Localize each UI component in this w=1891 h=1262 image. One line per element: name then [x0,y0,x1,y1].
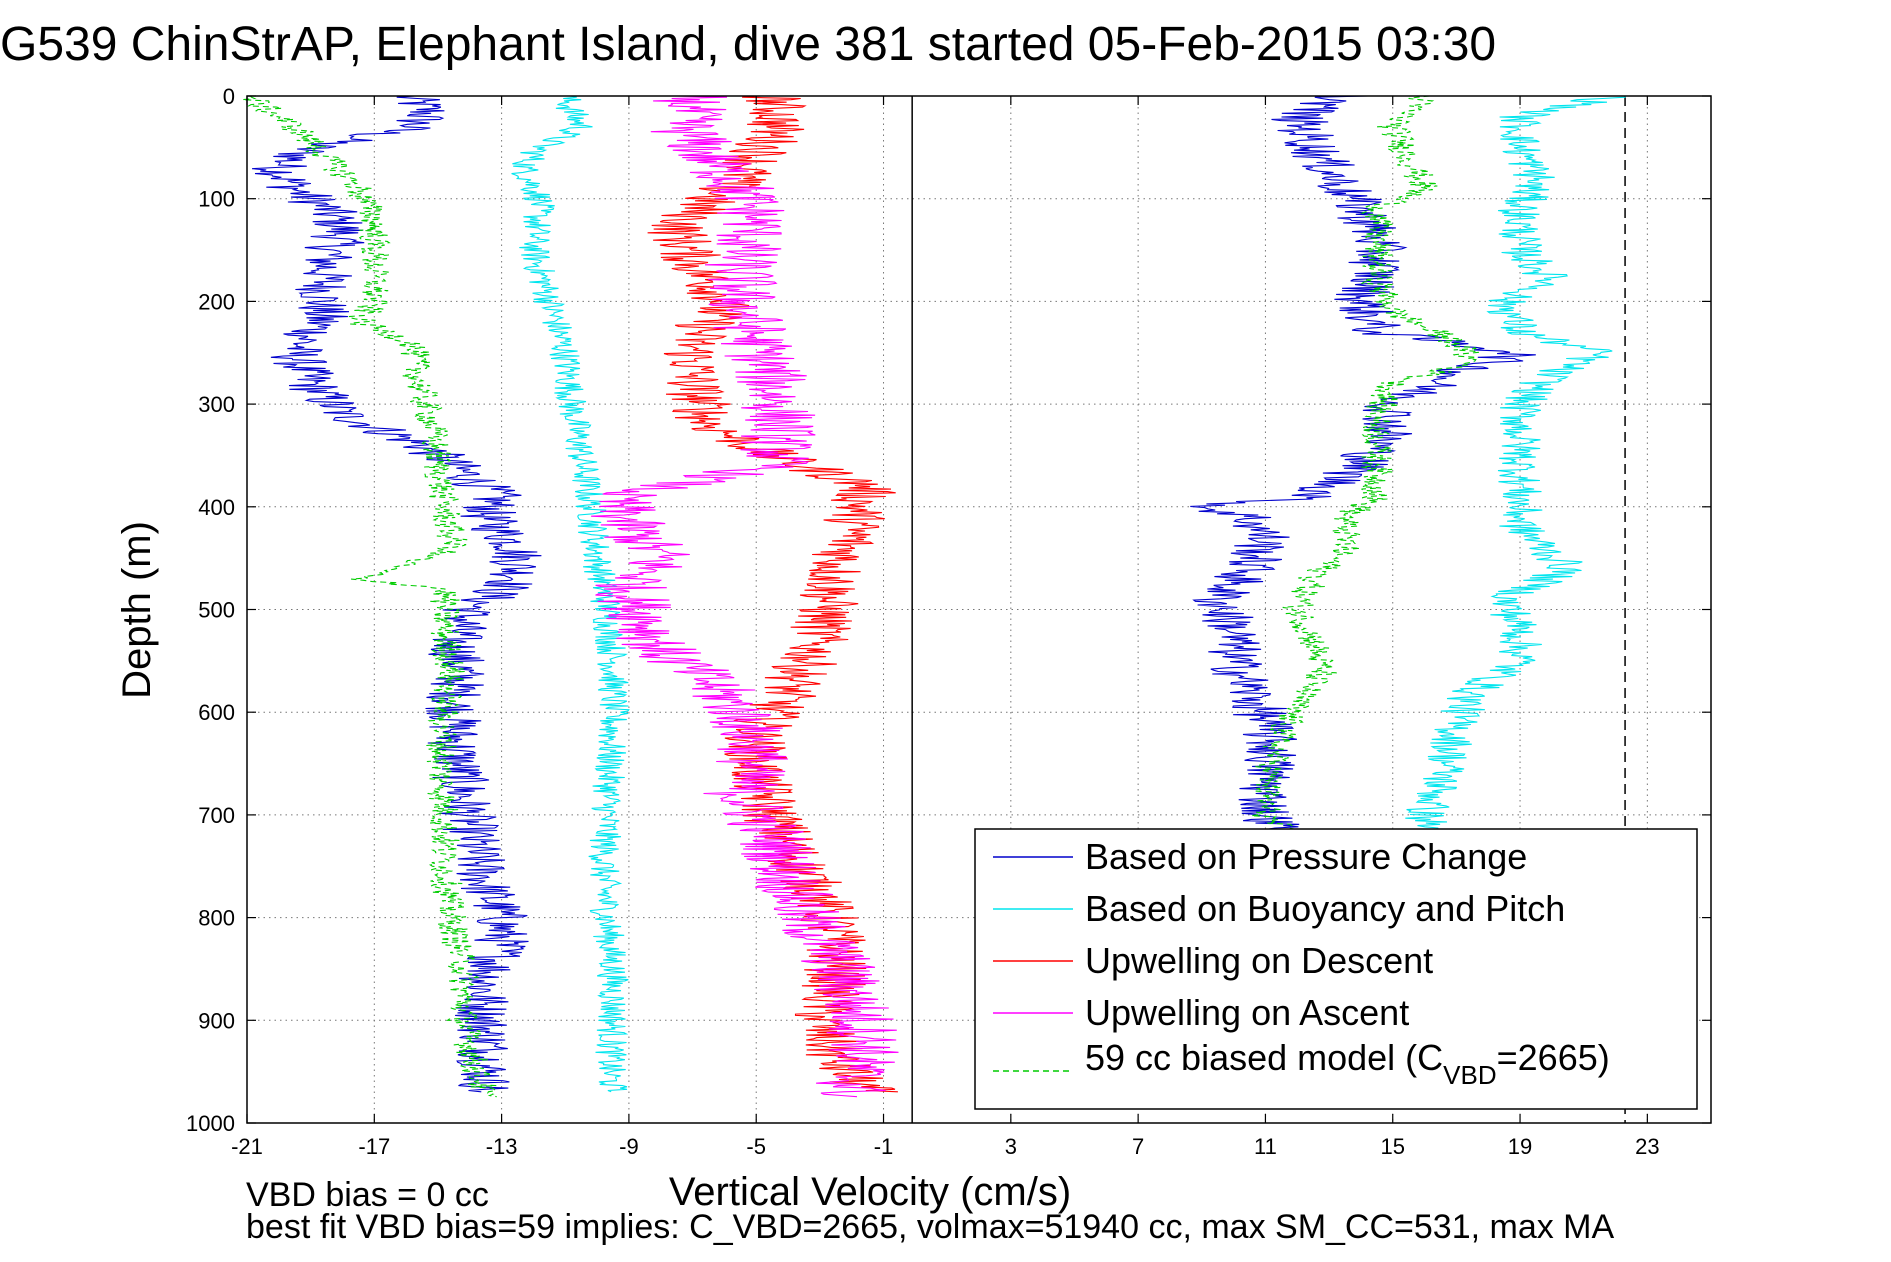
x-tick-label: -21 [231,1134,263,1159]
series-ascent-59-cc-biased-model-c-vbd-2665 [1251,95,1480,830]
x-tick-label: 3 [1005,1134,1017,1159]
footnote-vbd-bias: VBD bias = 0 cc [246,1176,489,1214]
x-tick-label: 15 [1380,1134,1404,1159]
series-descent-based-on-pressure-change [252,95,542,1093]
x-axis-label: Vertical Velocity (cm/s) [669,1170,1071,1214]
chart-title: G539 ChinStrAP, Elephant Island, dive 38… [0,18,1496,71]
series-descent-based-on-buoyancy-and-pitch [511,95,630,1093]
y-tick-labels: 0 100 200 300 400 500 600 700 800 900 1000 [186,84,1711,1136]
y-tick-label: 0 [223,84,235,109]
legend-model-label-sub: VBD [1443,1060,1496,1090]
y-tick-label: 800 [198,906,235,931]
y-tick-label: 1000 [186,1111,235,1136]
legend-label: Upwelling on Ascent [1085,992,1409,1033]
series [242,95,1627,1098]
x-tick-label: 19 [1508,1134,1532,1159]
footnote-best-fit: best fit VBD bias=59 implies: C_VBD=2665… [246,1208,1615,1246]
legend-model-label-post: =2665) [1497,1037,1610,1078]
y-tick-label: 300 [198,392,235,417]
legend-label: Based on Pressure Change [1085,836,1527,877]
y-tick-label: 900 [198,1008,235,1033]
x-tick-labels: -21 -17 -13 -9 -5 -1 3 7 11 15 19 23 [231,96,1660,1159]
series-descent-upwelling-on-descent [647,95,898,1093]
y-tick-label: 600 [198,700,235,725]
legend-label: Based on Buoyancy and Pitch [1085,888,1565,929]
legend-label: Upwelling on Descent [1085,940,1433,981]
series-descent-upwelling-on-ascent [591,95,899,1098]
legend-model-label-pre: 59 cc biased model (C [1085,1037,1443,1078]
legend: Based on Pressure Change Based on Buoyanc… [974,828,1698,1110]
legend-box [974,828,1698,1110]
y-tick-label: 200 [198,289,235,314]
x-tick-label: 23 [1635,1134,1659,1159]
series-ascent-based-on-pressure-change [1190,95,1536,830]
y-axis-label: Depth (m) [115,521,159,699]
y-tick-label: 700 [198,803,235,828]
x-tick-label: -1 [874,1134,894,1159]
legend-model-label: 59 cc biased model (CVBD=2665) [1085,1037,1610,1090]
x-tick-label: 7 [1132,1134,1144,1159]
x-tick-label: 11 [1254,1134,1277,1159]
x-tick-label: -17 [358,1134,390,1159]
series-ascent-based-on-buoyancy-and-pitch [1405,95,1627,830]
y-tick-label: 500 [198,598,235,623]
x-tick-label: -9 [619,1134,639,1159]
series-descent-59-cc-biased-model-c-vbd-2665 [242,95,498,1098]
x-tick-label: -13 [486,1134,518,1159]
y-tick-label: 400 [198,495,235,520]
y-tick-label: 100 [198,187,235,212]
x-tick-label: -5 [746,1134,766,1159]
